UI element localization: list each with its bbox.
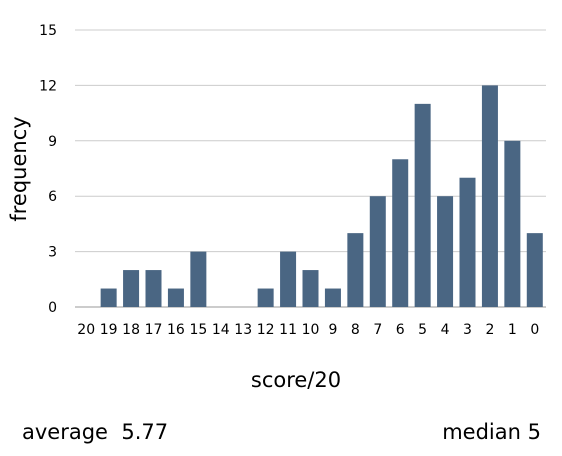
x-axis-label: score/20: [251, 368, 341, 392]
x-tick-label: 5: [418, 322, 427, 338]
y-tick-label: 6: [48, 189, 57, 205]
bar-17: [145, 270, 162, 307]
bar-10: [302, 270, 319, 307]
y-tick-label: 12: [39, 78, 57, 94]
x-tick-label: 20: [77, 322, 95, 338]
y-tick-label: 9: [48, 134, 57, 150]
bar-11: [280, 251, 297, 307]
median-stat: median 5: [442, 420, 541, 444]
bar-2: [481, 85, 498, 308]
y-tick-label: 3: [48, 245, 57, 261]
x-tick-label: 18: [122, 322, 140, 338]
y-tick-label: 0: [48, 300, 57, 316]
bar-8: [347, 233, 364, 307]
x-tick-label: 11: [279, 322, 297, 338]
x-tick-label: 17: [145, 322, 163, 338]
bar-18: [123, 270, 140, 307]
average-label: average: [22, 420, 108, 444]
y-axis-label: frequency: [7, 116, 31, 221]
x-tick-label: 14: [212, 322, 230, 338]
median-label: median: [442, 420, 521, 444]
bar-12: [257, 288, 274, 307]
x-tick-label: 0: [530, 322, 539, 338]
bar-16: [167, 288, 184, 307]
x-tick-label: 9: [328, 322, 337, 338]
x-tick-label: 19: [100, 322, 118, 338]
bars: [100, 85, 543, 308]
bar-19: [100, 288, 117, 307]
x-tick-label: 16: [167, 322, 185, 338]
x-tick-label: 1: [508, 322, 517, 338]
y-tick-labels: 0 3 6 9 12 15: [39, 23, 57, 316]
x-tick-label: 8: [351, 322, 360, 338]
y-tick-label: 15: [39, 23, 57, 39]
x-tick-labels: 20 19 18 17 16 15 14 13 12 11 10 9 8 7 6 5 4 3 2 1 0: [77, 322, 539, 338]
bar-9: [324, 288, 341, 307]
x-tick-label: 10: [302, 322, 320, 338]
x-tick-label: 4: [441, 322, 450, 338]
x-tick-label: 7: [373, 322, 382, 338]
x-tick-label: 15: [189, 322, 207, 338]
x-tick-label: 13: [234, 322, 252, 338]
bar-7: [369, 196, 386, 307]
average-stat: average 5.77: [22, 420, 168, 444]
bar-6: [392, 159, 409, 307]
bar-5: [414, 103, 431, 307]
x-tick-label: 12: [257, 322, 275, 338]
x-tick-label: 6: [396, 322, 405, 338]
bar-3: [459, 177, 476, 307]
average-value: 5.77: [121, 420, 169, 444]
median-value: 5: [527, 420, 541, 444]
x-tick-label: 3: [463, 322, 472, 338]
x-tick-label: 2: [485, 322, 494, 338]
bar-4: [437, 196, 454, 307]
bar-0: [526, 233, 543, 307]
bar-15: [190, 251, 207, 307]
bar-1: [504, 140, 521, 307]
